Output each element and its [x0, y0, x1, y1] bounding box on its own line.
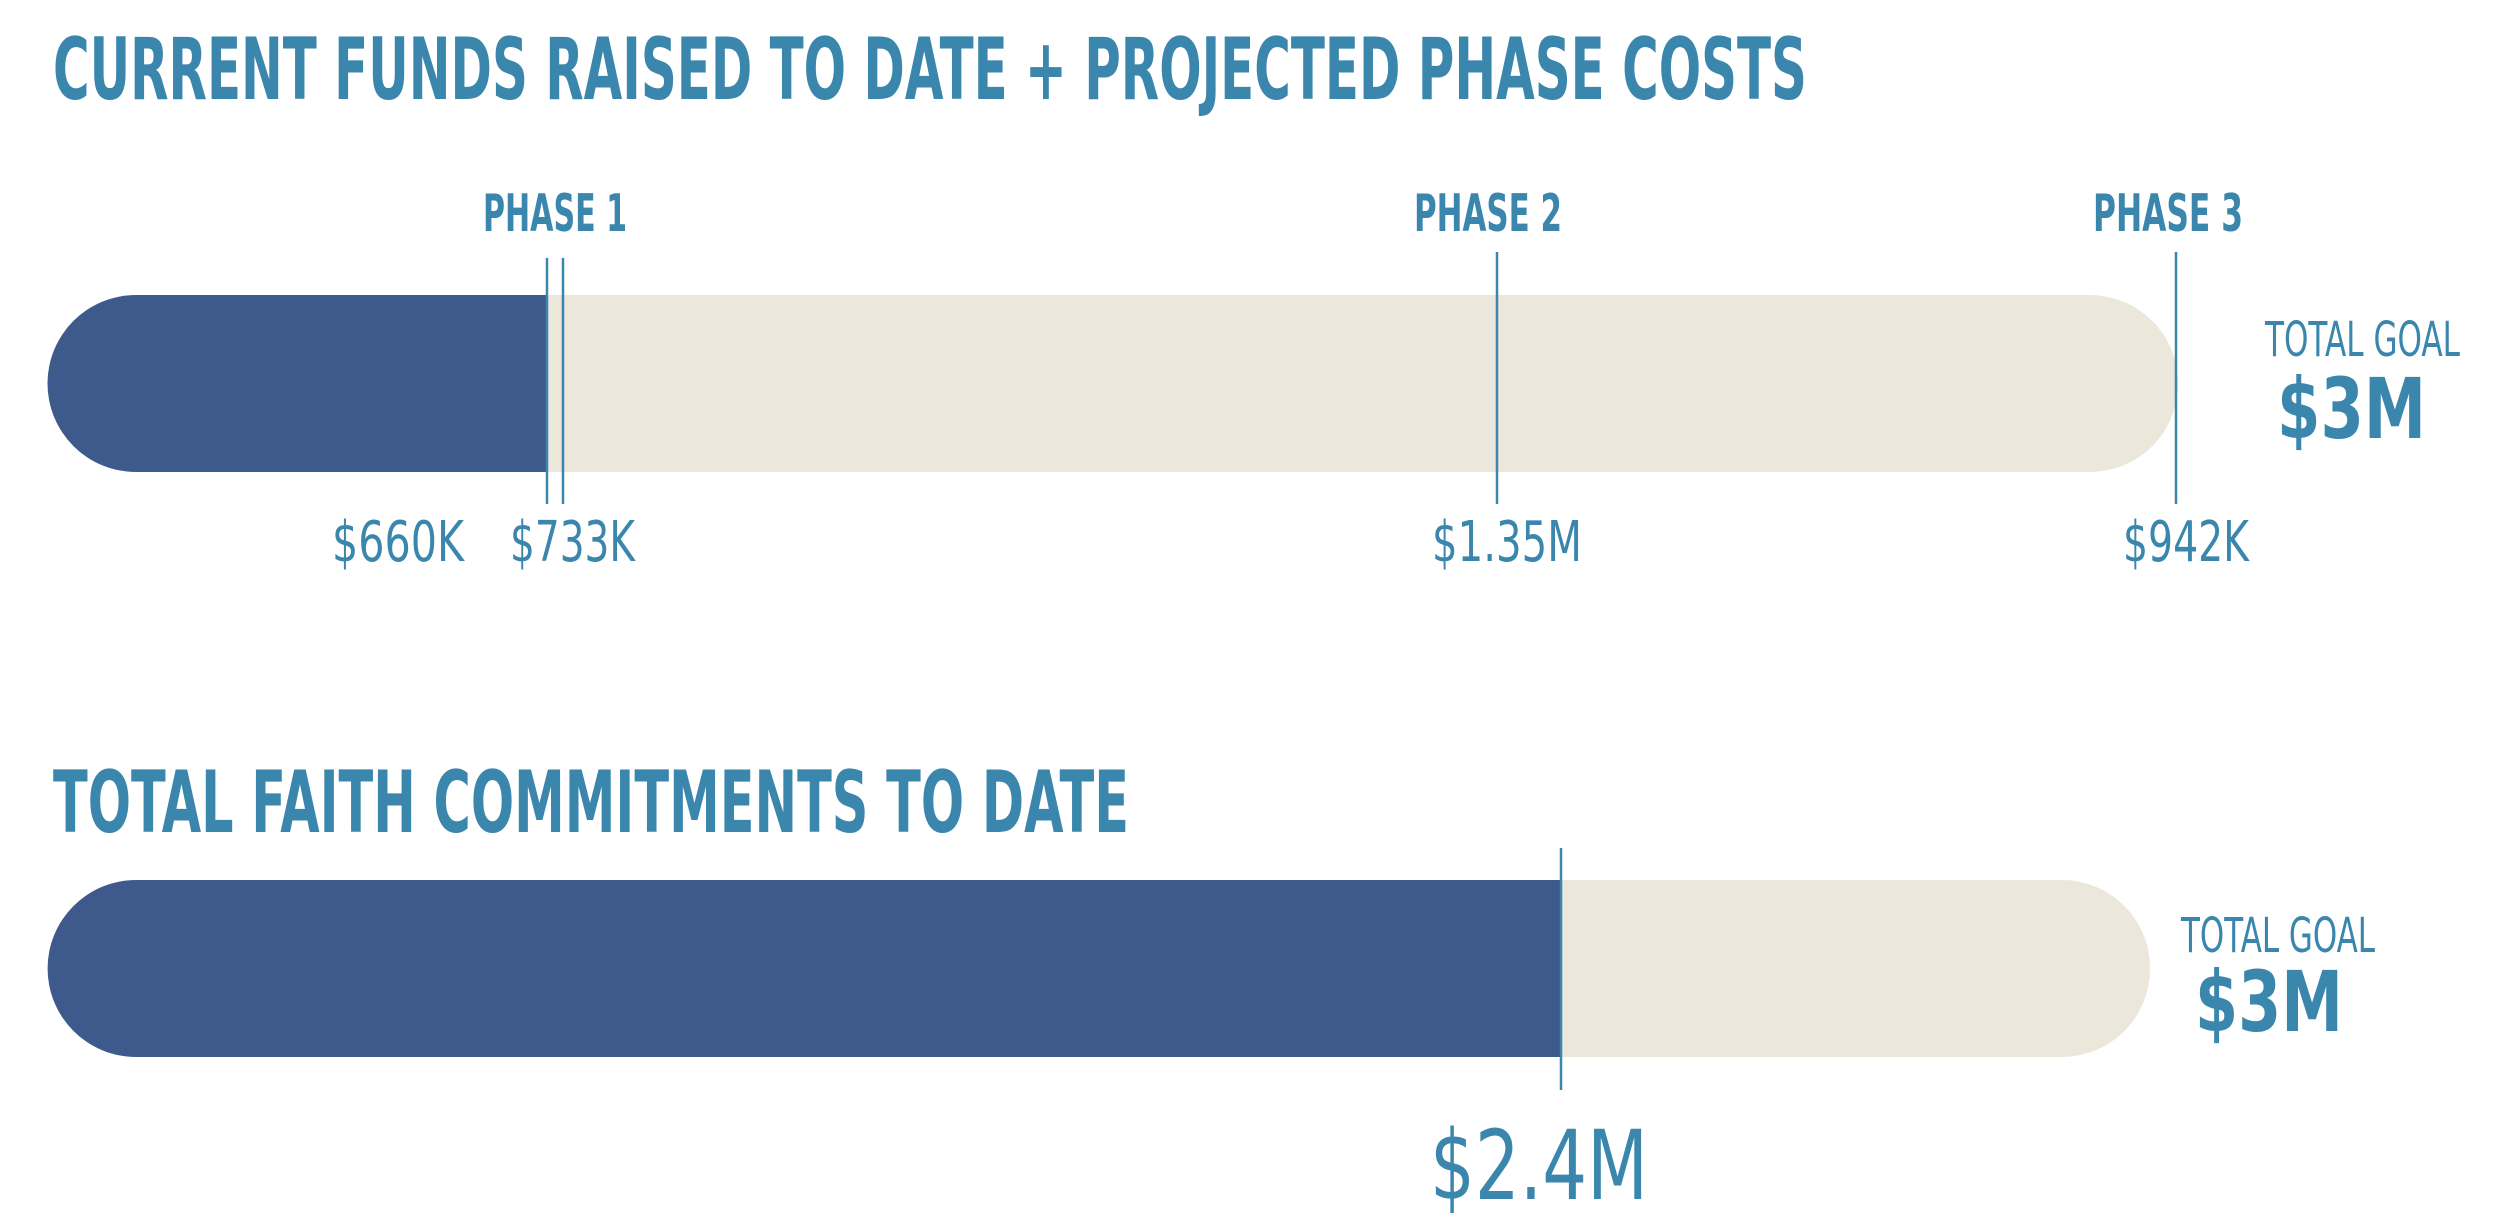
funds-title: CURRENT FUNDS RAISED TO DATE + PROJECTED…	[53, 20, 1807, 120]
amount-label: $733K	[510, 510, 636, 575]
funds-fill	[47, 295, 547, 472]
amount-label: $1.35M	[1432, 510, 1582, 575]
goal-label: TOTAL GOAL	[2180, 908, 2375, 964]
amount-label: $942K	[2123, 510, 2250, 575]
commitments-title: TOTAL FAITH COMMITMENTS TO DATE	[53, 753, 1129, 853]
funds-track	[48, 295, 2178, 472]
goal-label: TOTAL GOAL	[2264, 312, 2460, 368]
commitments-amount: $2.4M	[1430, 1110, 1648, 1222]
phase-label: PHASE 1	[483, 184, 627, 244]
amount-label: $660K	[332, 510, 465, 575]
phase-label: PHASE 2	[1414, 184, 1562, 244]
goal-amount: $3M	[2195, 953, 2343, 1051]
phase-label: PHASE 3	[2093, 184, 2243, 244]
goal-amount: $3M	[2277, 360, 2426, 458]
commitments-fill	[47, 880, 1561, 1057]
